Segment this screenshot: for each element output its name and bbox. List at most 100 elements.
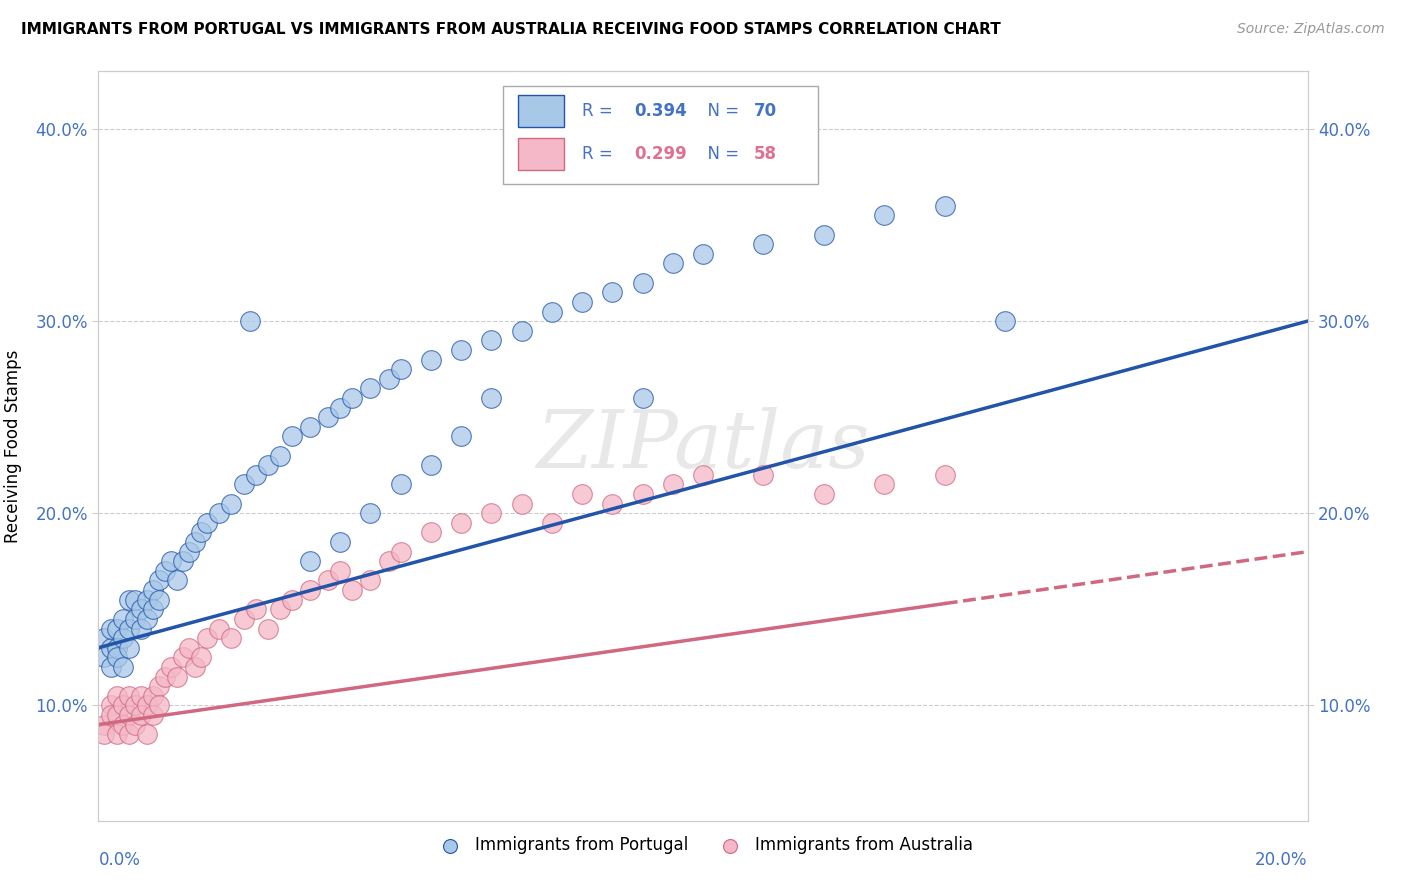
Point <box>179 640 201 655</box>
FancyBboxPatch shape <box>503 87 818 184</box>
Point <box>329 564 352 578</box>
Point <box>360 574 382 588</box>
Point <box>221 631 243 645</box>
Point <box>190 650 212 665</box>
Point <box>420 352 443 367</box>
Point <box>360 506 382 520</box>
Point <box>124 592 146 607</box>
Text: 0.394: 0.394 <box>634 102 686 120</box>
Point <box>299 554 322 568</box>
Point <box>153 564 176 578</box>
Point <box>752 467 775 482</box>
Point <box>377 554 399 568</box>
Point <box>142 583 165 598</box>
Point <box>172 554 194 568</box>
Point <box>111 660 134 674</box>
Point <box>93 727 115 741</box>
Point <box>256 458 278 473</box>
Point <box>100 708 122 723</box>
Point <box>420 458 443 473</box>
Point <box>813 227 835 242</box>
Point <box>195 516 218 530</box>
Text: IMMIGRANTS FROM PORTUGAL VS IMMIGRANTS FROM AUSTRALIA RECEIVING FOOD STAMPS CORR: IMMIGRANTS FROM PORTUGAL VS IMMIGRANTS F… <box>21 22 1001 37</box>
Point <box>135 727 157 741</box>
Text: 20.0%: 20.0% <box>1256 851 1308 869</box>
Y-axis label: Receiving Food Stamps: Receiving Food Stamps <box>4 350 21 542</box>
Point <box>269 449 291 463</box>
Point <box>873 477 896 491</box>
Text: N =: N = <box>697 102 744 120</box>
Point <box>631 487 654 501</box>
Point <box>934 199 956 213</box>
Bar <box>517 95 564 127</box>
Point <box>329 401 352 415</box>
Point <box>377 372 399 386</box>
Text: ZIPatlas: ZIPatlas <box>536 408 870 484</box>
Point <box>571 294 593 309</box>
Point <box>142 708 165 723</box>
Text: 0.0%: 0.0% <box>98 851 141 869</box>
Point <box>269 602 291 616</box>
Point <box>160 554 183 568</box>
Point <box>153 669 176 683</box>
Point <box>661 477 683 491</box>
Point <box>602 285 624 300</box>
Point <box>118 640 141 655</box>
Point <box>100 660 122 674</box>
Point <box>124 717 146 731</box>
Point <box>245 602 267 616</box>
Point <box>124 698 146 713</box>
Point <box>118 592 141 607</box>
Point <box>129 708 152 723</box>
Point <box>105 640 128 655</box>
Point <box>299 419 322 434</box>
Point <box>994 314 1017 328</box>
Point <box>142 602 165 616</box>
Point <box>661 256 683 270</box>
Legend: Immigrants from Portugal, Immigrants from Australia: Immigrants from Portugal, Immigrants fro… <box>426 830 980 861</box>
Point <box>934 467 956 482</box>
Point <box>160 660 183 674</box>
Point <box>100 622 122 636</box>
Point <box>184 535 207 549</box>
Point <box>389 544 412 558</box>
Point <box>208 622 231 636</box>
Text: 58: 58 <box>754 145 776 162</box>
Point <box>184 660 207 674</box>
Text: N =: N = <box>697 145 744 162</box>
Point <box>93 631 115 645</box>
Point <box>111 717 134 731</box>
Point <box>510 497 533 511</box>
Point <box>148 698 170 713</box>
Point <box>105 622 128 636</box>
Point <box>813 487 835 501</box>
Point <box>105 708 128 723</box>
Point <box>752 237 775 252</box>
Point <box>190 525 212 540</box>
Point <box>420 525 443 540</box>
Point <box>281 429 304 443</box>
Point <box>135 612 157 626</box>
Point <box>256 622 278 636</box>
Point <box>510 324 533 338</box>
Point <box>631 276 654 290</box>
Point <box>221 497 243 511</box>
Point <box>316 410 339 425</box>
Point <box>342 391 364 405</box>
Point <box>148 679 170 693</box>
Point <box>329 535 352 549</box>
Point <box>148 574 170 588</box>
Point <box>195 631 218 645</box>
Point <box>118 727 141 741</box>
Point <box>450 516 472 530</box>
Point <box>100 698 122 713</box>
Point <box>142 689 165 703</box>
Point <box>281 592 304 607</box>
Point <box>389 477 412 491</box>
Point <box>481 391 503 405</box>
Point <box>105 727 128 741</box>
Point <box>481 506 503 520</box>
Point <box>540 304 562 318</box>
Point <box>631 391 654 405</box>
Point <box>111 631 134 645</box>
